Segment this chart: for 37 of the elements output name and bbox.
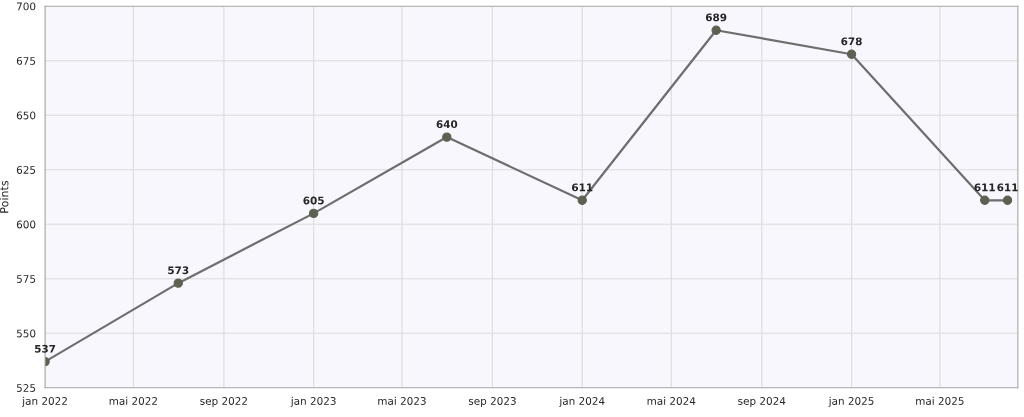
x-tick-label: jan 2022 xyxy=(22,396,67,407)
data-label: 605 xyxy=(303,196,324,205)
point xyxy=(173,278,183,288)
y-axis-title: Points xyxy=(0,180,9,213)
x-tick-label: mai 2024 xyxy=(647,396,696,405)
data-label: 611 xyxy=(997,183,1018,192)
x-tick-label: sep 2024 xyxy=(738,397,786,407)
data-label: 611 xyxy=(974,183,995,192)
point xyxy=(442,132,452,142)
data-label: 640 xyxy=(436,120,458,129)
data-label: 611 xyxy=(572,183,593,192)
y-tick-label: 600 xyxy=(16,220,36,229)
x-tick-label: mai 2023 xyxy=(378,396,426,405)
y-tick-label: 625 xyxy=(16,166,36,174)
x-tick-label: mai 2025 xyxy=(916,396,964,405)
x-tick-label: sep 2022 xyxy=(200,397,247,407)
y-tick-label: 700 xyxy=(17,2,36,11)
point xyxy=(308,208,319,219)
x-tick-label: sep 2023 xyxy=(468,397,516,407)
y-tick-label: 550 xyxy=(16,329,36,338)
point xyxy=(1002,195,1013,205)
data-label: 573 xyxy=(168,266,189,275)
y-tick-label: 575 xyxy=(16,275,36,283)
y-tick-label: 525 xyxy=(16,384,36,392)
x-tick-label: jan 2023 xyxy=(290,396,336,407)
data-label: 678 xyxy=(841,37,862,46)
data-label: 689 xyxy=(705,13,727,22)
point xyxy=(980,195,990,205)
point xyxy=(846,49,857,59)
x-tick-label: mai 2022 xyxy=(109,396,157,405)
point xyxy=(577,195,587,205)
data-label: 537 xyxy=(34,344,56,353)
point xyxy=(711,25,721,35)
x-tick-label: jan 2025 xyxy=(828,396,874,407)
y-tick-label: 650 xyxy=(16,111,36,120)
x-tick-label: jan 2024 xyxy=(559,396,605,407)
y-tick-label: 675 xyxy=(16,56,36,65)
